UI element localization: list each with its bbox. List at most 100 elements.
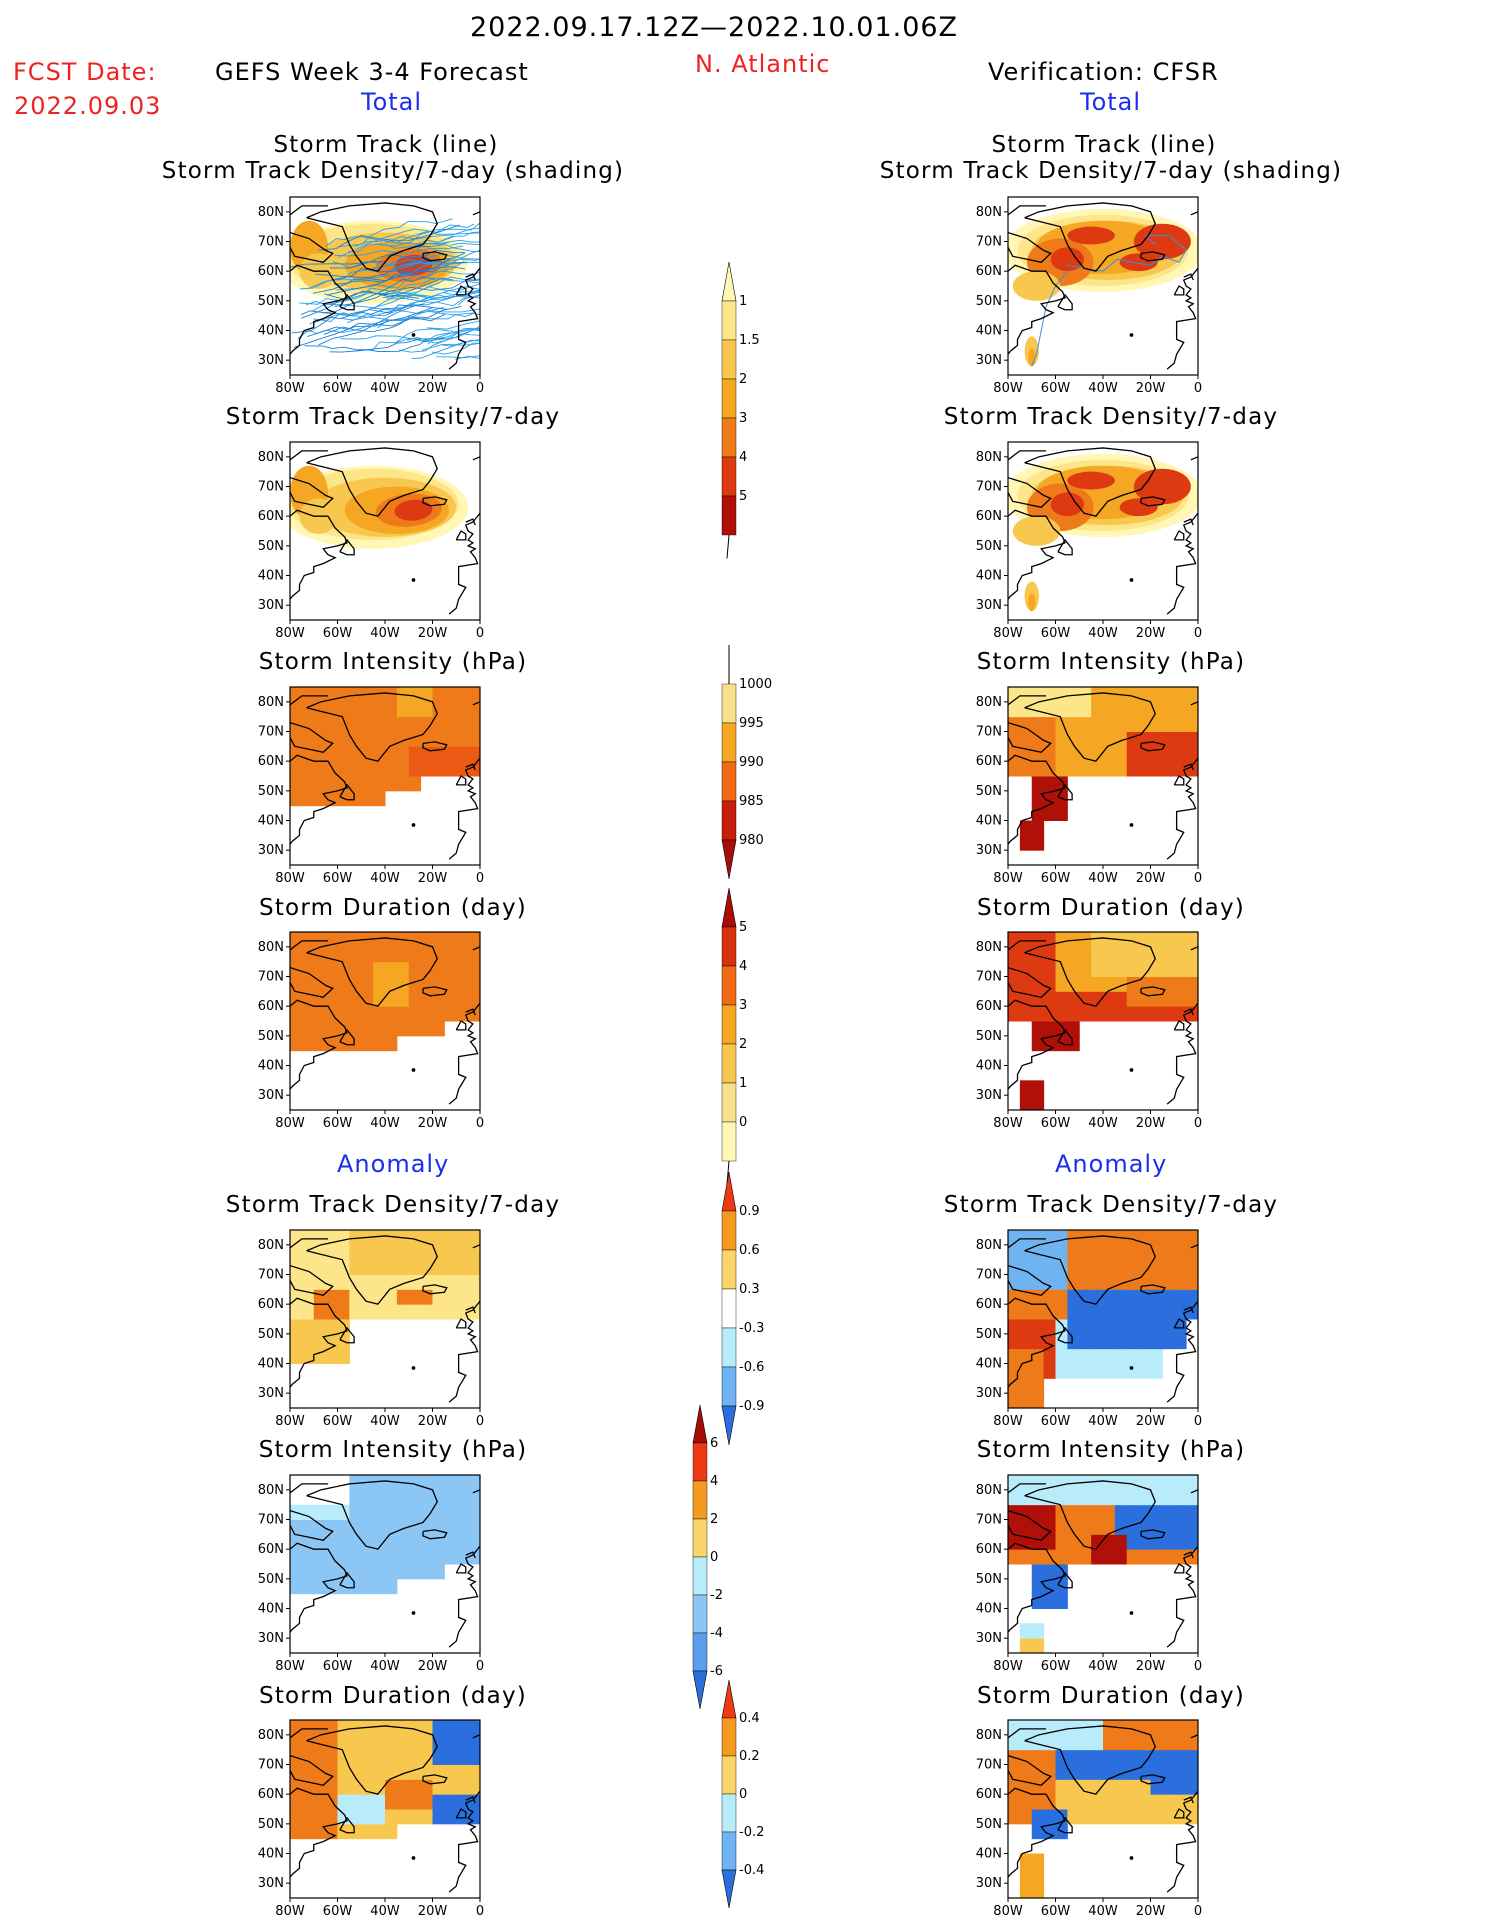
grid-cell: [1055, 1289, 1068, 1305]
grid-cell: [385, 1504, 398, 1520]
grid-cell: [1067, 1363, 1080, 1379]
coastline: [1008, 231, 1052, 263]
grid-cell: [385, 1578, 398, 1595]
lon-label: 20W: [418, 871, 448, 886]
coastline: [1008, 476, 1052, 508]
coastline: [290, 231, 334, 263]
grid-cell: [337, 1230, 350, 1246]
grid-cell: [396, 946, 410, 963]
azores-dot: [1129, 578, 1134, 582]
grid-cell: [420, 1259, 433, 1275]
coastline: [290, 1728, 328, 1739]
grid-cell: [290, 1333, 303, 1350]
grid-cell: [349, 1021, 362, 1037]
grid-cell: [1079, 701, 1092, 718]
grid-cell: [1008, 946, 1021, 963]
grid-cell: [1138, 1534, 1151, 1550]
grid-cell: [1043, 746, 1056, 762]
grid-cell: [325, 776, 338, 792]
grid-cell: [444, 1720, 457, 1736]
coastlines: [1008, 202, 1198, 370]
grid-cell: [1186, 1720, 1198, 1736]
grid-cell: [1138, 1549, 1151, 1565]
grid-cell: [1150, 1475, 1163, 1491]
colorbar-label: 995: [739, 716, 764, 731]
grid-cell: [420, 1504, 433, 1520]
map-content: [290, 687, 480, 860]
grid-cell: [313, 1021, 327, 1037]
grid-cell: [337, 1779, 350, 1795]
grid-cell: [420, 746, 433, 762]
grid-cell: [408, 991, 422, 1007]
grid-cell: [1067, 1720, 1080, 1736]
coastline: [1183, 1306, 1194, 1314]
grid-cell: [408, 946, 422, 963]
grid-cell: [1067, 1274, 1080, 1290]
coastline: [1008, 1238, 1046, 1249]
grid-cell: [1150, 701, 1163, 718]
storm-track: [334, 279, 480, 307]
grid-cell: [456, 1749, 469, 1765]
grid-cell: [444, 932, 457, 948]
grid-cell: [1126, 1333, 1140, 1350]
colorbar-label: 3: [739, 998, 747, 1013]
lat-label: 80N: [976, 940, 1002, 955]
coastline: [290, 999, 348, 1090]
grid-cell: [408, 1564, 422, 1580]
coastline: [455, 530, 467, 541]
grid-cell: [385, 1244, 398, 1261]
grid-cell: [1031, 1794, 1045, 1810]
grid-cell: [1067, 1749, 1080, 1765]
coastline: [465, 273, 476, 281]
lon-label: 80W: [275, 381, 305, 396]
grid-cell: [1019, 1623, 1033, 1639]
grid-cell: [420, 1304, 433, 1320]
grid-cell: [1008, 701, 1021, 718]
grid-cell: [1174, 1519, 1187, 1535]
grid-cell: [1174, 1764, 1187, 1780]
colorbar-segment: [692, 1594, 708, 1634]
lon-label: 20W: [418, 1659, 448, 1674]
lon-label: 40W: [370, 1116, 400, 1131]
grid-cell: [1055, 761, 1068, 777]
grid-cell: [313, 1794, 327, 1810]
grid-cell: [420, 701, 433, 718]
grid-cell: [1031, 1363, 1045, 1379]
colorbar-segment: [721, 417, 737, 458]
grid-cell: [1067, 932, 1080, 948]
grid-cell: [468, 731, 480, 747]
storm-track: [325, 235, 454, 247]
grid-cell: [349, 1475, 362, 1491]
grid-cell: [1138, 1259, 1151, 1275]
lon-label: 20W: [418, 381, 448, 396]
grid-cell: [1174, 1274, 1187, 1290]
grid-cell: [290, 1035, 303, 1052]
grid-cell: [468, 1244, 480, 1261]
grid-cell: [313, 716, 327, 732]
lat-label: 50N: [258, 1572, 284, 1587]
lat-label: 80N: [258, 1238, 284, 1253]
colorbar-label: 4: [739, 959, 747, 974]
grid-cell: [337, 1244, 350, 1261]
grid-cell: [444, 1304, 457, 1320]
grid-cell: [1138, 701, 1151, 718]
grid-cell: [1126, 1489, 1140, 1506]
lat-label: 50N: [258, 294, 284, 309]
grid-cell: [1150, 1489, 1163, 1506]
lon-label: 80W: [275, 1904, 305, 1919]
grid-cell: [444, 1779, 457, 1795]
grid-cell: [1114, 1333, 1128, 1350]
grid-cell: [1103, 687, 1116, 703]
grid-cell: [1162, 1274, 1175, 1290]
grid-cell: [361, 1504, 374, 1520]
grid-cell: [325, 1779, 338, 1795]
grid-cell: [301, 1749, 315, 1765]
grid-cell: [1055, 1348, 1068, 1364]
grid-cell: [1126, 1274, 1140, 1290]
grid-cell: [1114, 1734, 1128, 1751]
grid-cell: [385, 1259, 398, 1275]
grid-cell: [444, 1274, 457, 1290]
coastline: [290, 754, 348, 845]
map-content: [290, 932, 480, 1105]
